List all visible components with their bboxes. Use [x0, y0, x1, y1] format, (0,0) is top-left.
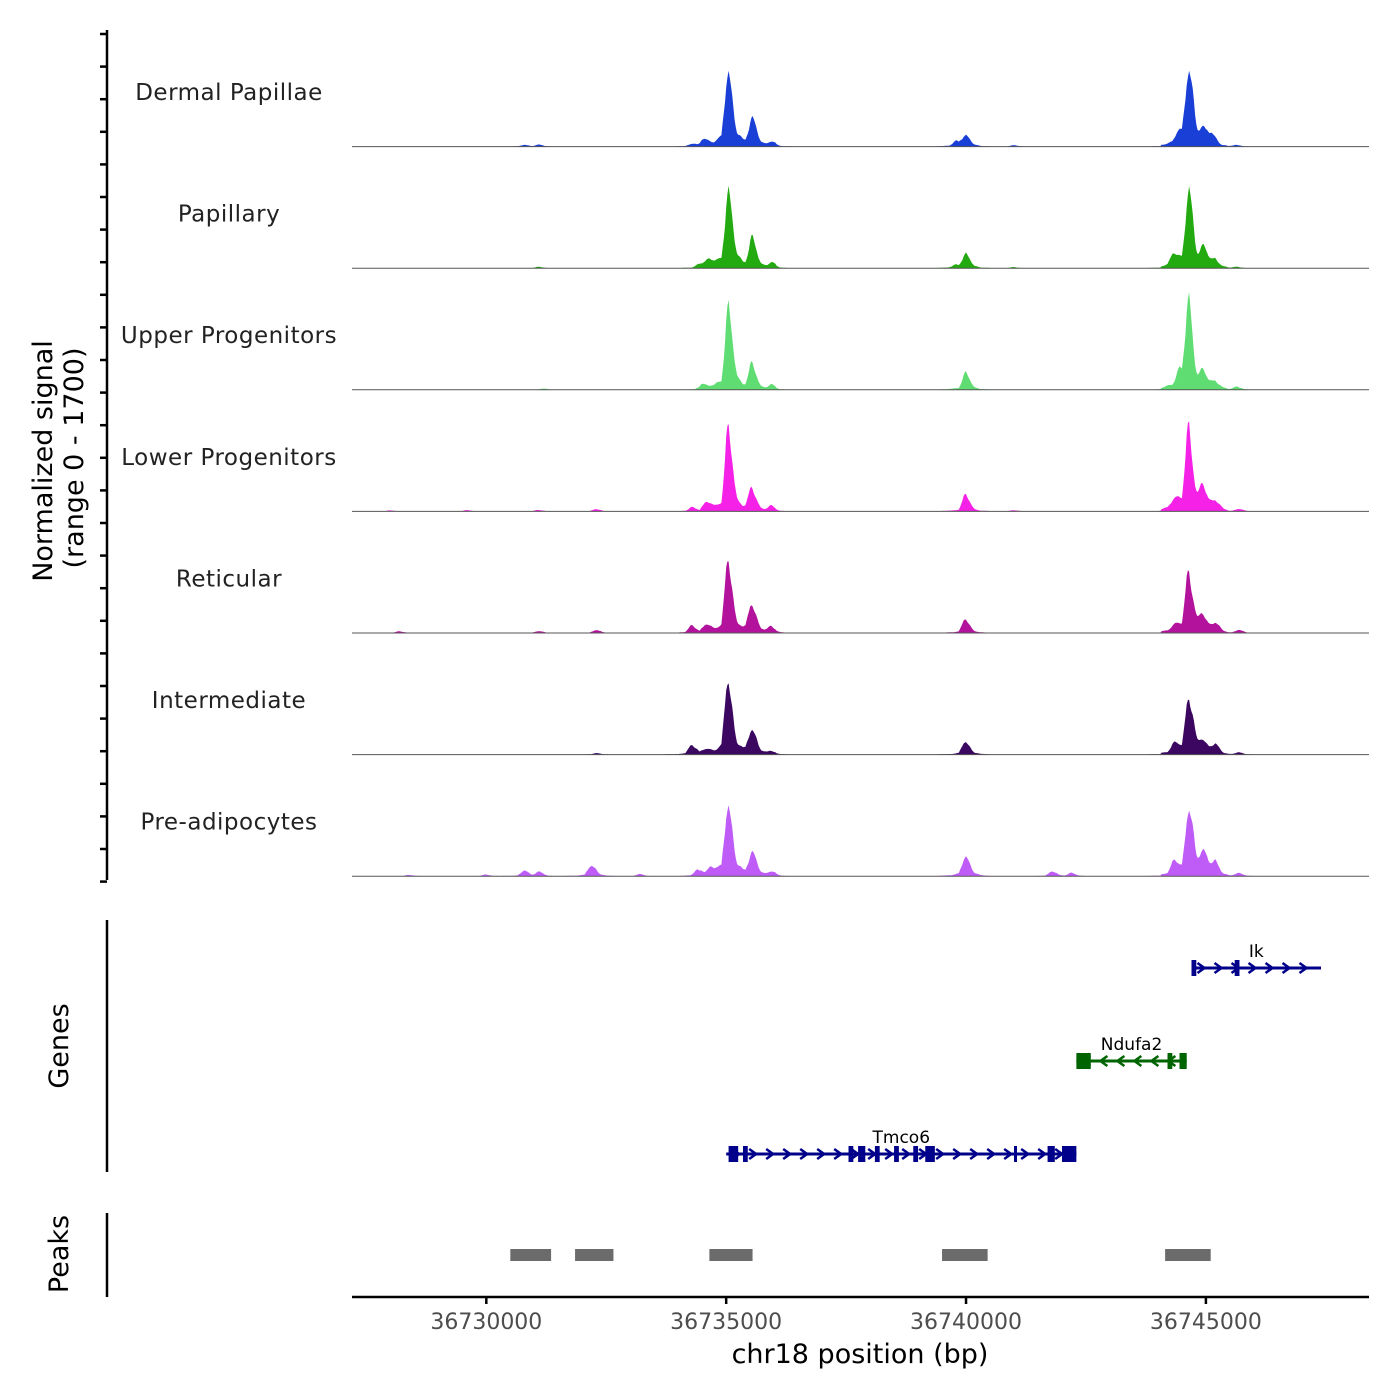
x-axis-title: chr18 position (bp)	[732, 1339, 989, 1370]
strand-arrow	[986, 1147, 997, 1161]
coverage-area	[352, 805, 1369, 877]
strand-arrow	[952, 1147, 963, 1161]
strand-arrow	[1132, 1054, 1143, 1068]
x-tick-label: 36735000	[670, 1310, 782, 1335]
genes-ylabel: Genes	[44, 1003, 75, 1088]
exon	[1047, 1146, 1055, 1162]
coverage-area	[352, 421, 1369, 512]
strand-arrow	[765, 1147, 776, 1161]
peak-region	[575, 1249, 614, 1261]
gene-ndufa2: Ndufa2	[1076, 1035, 1187, 1069]
track-label: Upper Progenitors	[121, 323, 337, 349]
coverage-area	[352, 292, 1369, 390]
strand-arrow	[901, 1147, 912, 1161]
coverage-area	[352, 70, 1369, 147]
genes-panel: Ik Ndufa2 Tmco6	[726, 942, 1322, 1162]
exon	[874, 1146, 880, 1162]
peaks-ylabel: Peaks	[44, 1215, 75, 1293]
track-pre-adipocytes: Pre-adipocytes	[140, 805, 1369, 877]
exon	[742, 1146, 748, 1162]
gene-tmco6: Tmco6	[726, 1128, 1077, 1162]
strand-arrow	[1037, 1147, 1048, 1161]
coverage-area	[352, 683, 1369, 755]
strand-arrow	[935, 1147, 946, 1161]
strand-arrow	[1020, 1147, 1031, 1161]
gene-ik: Ik	[1191, 942, 1322, 976]
track-dermal-papillae: Dermal Papillae	[135, 70, 1369, 148]
exon	[858, 1146, 866, 1162]
exon	[848, 1146, 854, 1162]
track-label: Intermediate	[152, 688, 306, 714]
exon	[1179, 1053, 1187, 1069]
strand-arrow	[1213, 961, 1224, 975]
x-axis: 36730000 36735000 36740000 36745000	[352, 1295, 1369, 1335]
strand-arrow	[884, 1147, 895, 1161]
track-label: Papillary	[178, 202, 280, 228]
track-label: Pre-adipocytes	[140, 810, 317, 836]
track-label: Dermal Papillae	[135, 80, 323, 106]
strand-arrow	[799, 1147, 810, 1161]
x-tick-label: 36745000	[1150, 1310, 1262, 1335]
exon	[1191, 960, 1197, 976]
strand-arrow	[1247, 961, 1258, 975]
strand-arrow	[833, 1147, 844, 1161]
strand-arrow	[1149, 1054, 1160, 1068]
gene-label: Ndufa2	[1101, 1035, 1163, 1055]
coverage-ylabel-line2: (range 0 - 1700)	[59, 348, 90, 569]
strand-arrow	[816, 1147, 827, 1161]
exon	[1061, 1146, 1077, 1162]
strand-arrow	[782, 1147, 793, 1161]
strand-arrow	[748, 1147, 759, 1161]
strand-arrow	[1281, 961, 1292, 975]
peak-region	[709, 1249, 753, 1261]
peak-region	[510, 1249, 552, 1261]
peaks-panel	[510, 1249, 1211, 1261]
strand-arrow	[969, 1147, 980, 1161]
exon	[1234, 960, 1240, 976]
strand-arrow	[1115, 1054, 1126, 1068]
exon	[1076, 1053, 1091, 1069]
peak-region	[942, 1249, 988, 1261]
coverage-y-axis	[100, 30, 109, 883]
track-papillary: Papillary	[178, 185, 1369, 269]
gene-label: Ik	[1249, 942, 1264, 962]
exon	[925, 1146, 935, 1162]
exon	[894, 1146, 899, 1162]
strand-arrow	[1196, 961, 1207, 975]
coverage-tracks: Dermal Papillae Papillary Upper Progenitor…	[121, 70, 1369, 877]
strand-arrow	[1264, 961, 1275, 975]
exon	[1167, 1053, 1173, 1069]
x-tick-label: 36740000	[910, 1310, 1022, 1335]
track-reticular: Reticular	[176, 561, 1369, 634]
coverage-area	[352, 185, 1369, 269]
exon	[728, 1146, 739, 1162]
strand-arrow	[1098, 1054, 1109, 1068]
track-upper-progenitors: Upper Progenitors	[121, 292, 1369, 391]
track-label: Reticular	[176, 566, 282, 592]
exon	[1014, 1146, 1018, 1162]
track-lower-progenitors: Lower Progenitors	[121, 421, 1369, 512]
x-tick-label: 36730000	[430, 1310, 542, 1335]
exon	[913, 1146, 919, 1162]
gene-label: Tmco6	[872, 1128, 931, 1148]
strand-arrow	[1298, 961, 1309, 975]
strand-arrow	[1003, 1147, 1014, 1161]
track-intermediate: Intermediate	[152, 683, 1369, 756]
coverage-ylabel-line1: Normalized signal	[28, 340, 59, 582]
coverage-area	[352, 561, 1369, 633]
peak-region	[1165, 1249, 1211, 1261]
track-label: Lower Progenitors	[121, 445, 336, 471]
